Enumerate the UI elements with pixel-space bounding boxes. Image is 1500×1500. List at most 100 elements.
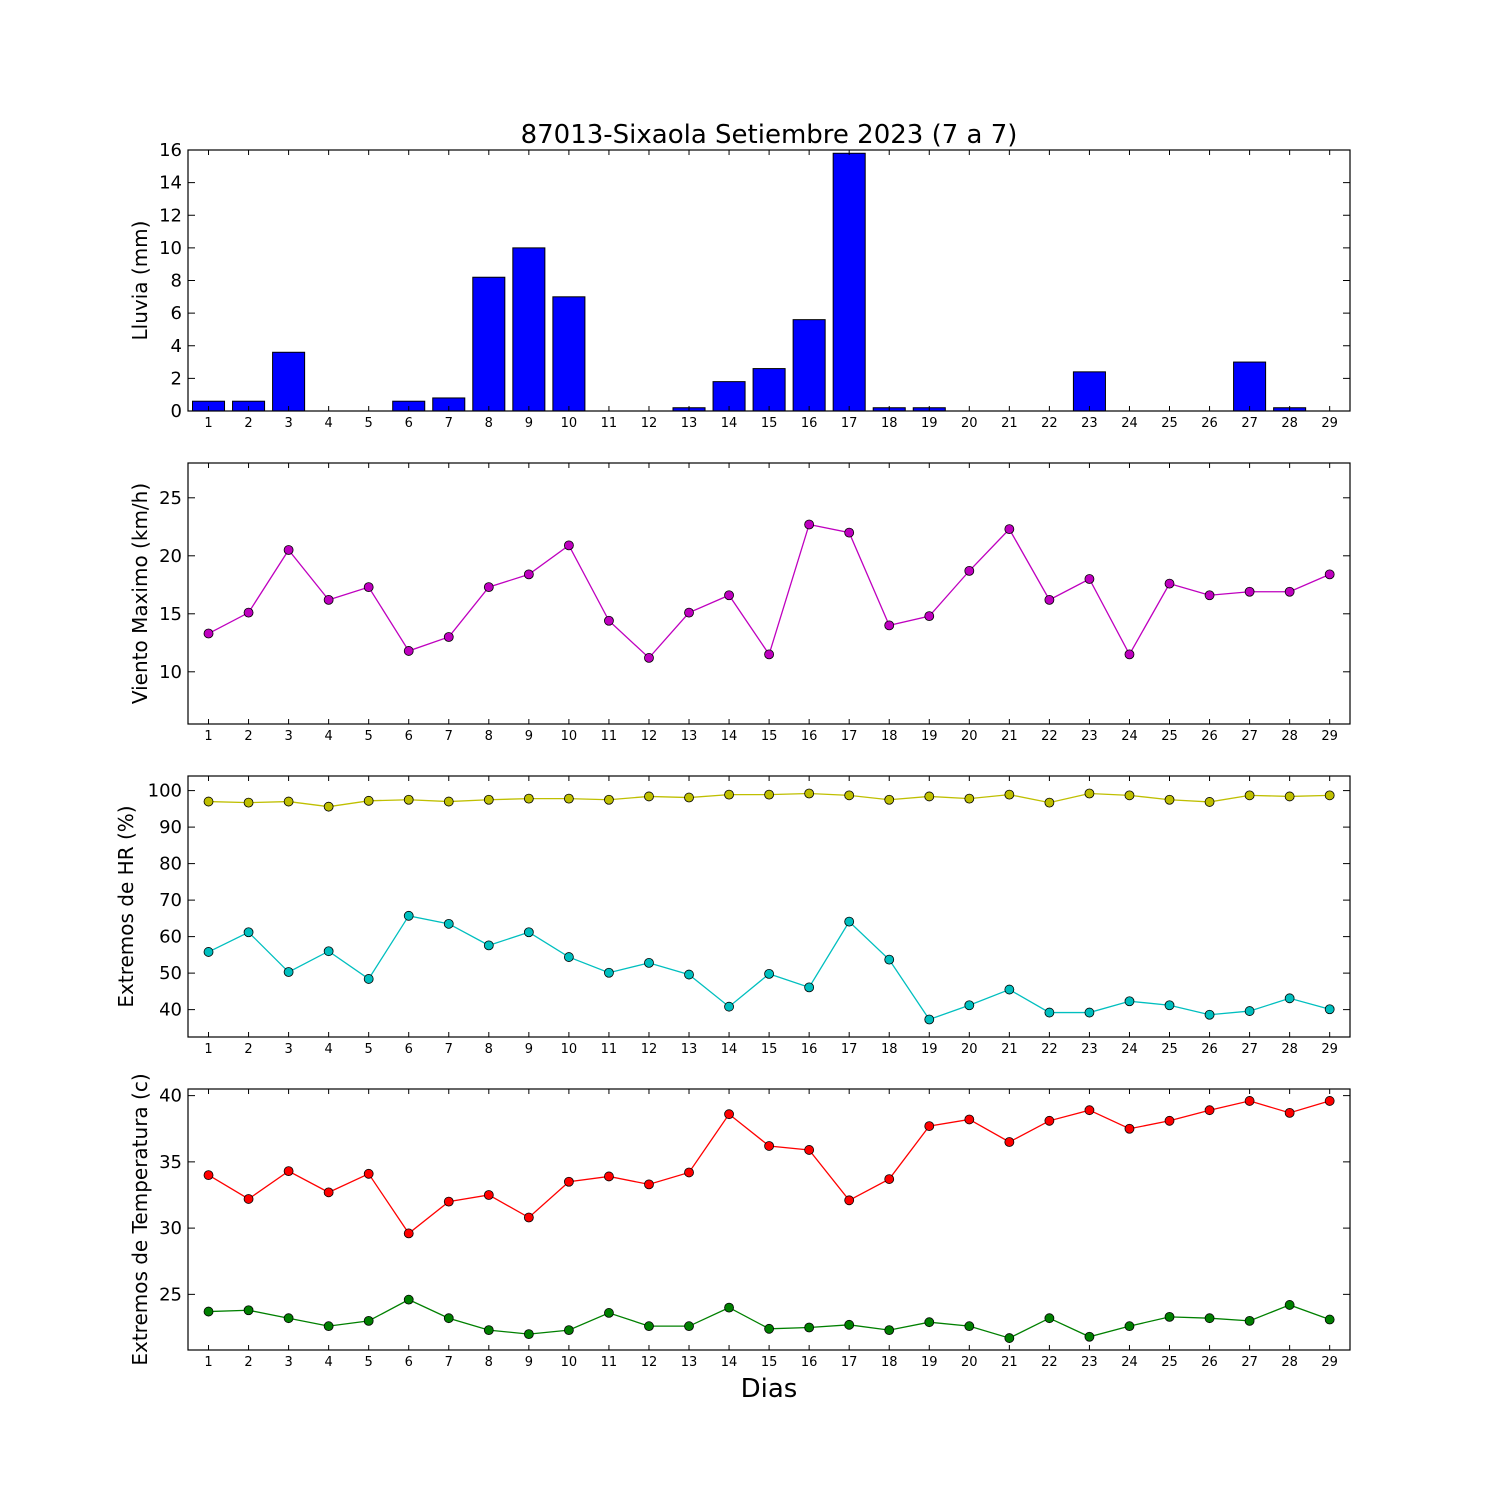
data-point [724,789,734,800]
x-tick-label: 4 [325,1042,333,1057]
data-point [443,796,454,807]
x-axis-label: Dias [741,1374,798,1404]
data-point [1204,590,1215,601]
data-point [924,1121,935,1131]
data-point [684,792,694,803]
x-tick-label: 24 [1121,1042,1138,1057]
data-point [764,968,774,979]
y-tick-label: 10 [159,662,182,683]
x-tick-label: 28 [1281,416,1298,431]
x-tick-label: 14 [721,416,738,431]
y-tick-label: 35 [159,1152,182,1173]
data-point [1164,1311,1175,1322]
data-point [1044,1313,1055,1324]
data-point [403,1294,414,1305]
y-axis-label: Viento Maximo (km/h) [128,483,152,704]
panel-1: 1 2 3 4 5 6 7 8 9 10 11 12 13 14 15 16 17 18 19 20 21 22 23 24 2… [128,140,1351,431]
data-point [363,582,374,593]
x-tick-label: 22 [1041,1042,1058,1057]
bar [512,247,546,412]
x-tick-label: 17 [841,1042,858,1057]
data-point [804,1322,815,1333]
data-point [644,1179,654,1190]
x-tick-label: 6 [405,729,413,744]
x-tick-label: 3 [284,416,292,431]
y-tick-label: 80 [159,854,182,875]
y-tick-label: 14 [159,173,182,194]
data-point [523,569,534,580]
data-point [1284,1300,1295,1310]
data-point [403,1228,414,1239]
x-tick-label: 5 [365,416,373,431]
bar [1072,371,1106,412]
data-point [604,967,614,978]
y-tick-label: 40 [159,1086,182,1107]
data-point [964,565,975,576]
x-tick-label: 7 [445,416,453,431]
x-tick-label: 12 [641,729,658,744]
data-point [964,793,975,804]
x-tick-label: 23 [1081,1355,1098,1370]
data-point [1164,578,1175,589]
x-tick-label: 20 [961,729,978,744]
data-point [724,590,734,601]
data-point [363,1315,374,1326]
data-point [1124,1321,1135,1332]
x-tick-label: 18 [881,1355,898,1370]
x-tick-label: 29 [1321,729,1338,744]
data-point [1004,1333,1015,1343]
data-point [363,974,374,984]
x-tick-label: 21 [1001,1042,1018,1057]
x-tick-label: 15 [761,1355,778,1370]
panel-4: 1 2 3 4 5 6 7 8 9 10 11 12 13 14 15 16 17 18 19 20 21 22 23 24 2… [128,1073,1351,1370]
data-point [283,1166,294,1177]
y-tick-label: 8 [171,271,182,292]
x-tick-label: 4 [325,416,333,431]
x-tick-label: 17 [841,416,858,431]
data-point [443,632,454,642]
data-point [1324,1004,1335,1015]
x-tick-label: 22 [1041,729,1058,744]
data-point [243,797,254,808]
data-point [563,1325,574,1336]
data-point [1004,524,1015,535]
data-point [1324,790,1335,801]
x-tick-label: 23 [1081,1042,1098,1057]
x-tick-label: 11 [601,1042,618,1057]
data-point [1044,1007,1055,1018]
y-tick-label: 4 [171,336,182,357]
x-tick-label: 22 [1041,1355,1058,1370]
x-tick-label: 11 [601,416,618,431]
y-tick-label: 15 [159,604,182,625]
x-tick-label: 18 [881,729,898,744]
x-tick-label: 29 [1321,1355,1338,1370]
x-tick-label: 23 [1081,729,1098,744]
data-point [1164,1115,1175,1126]
data-point [243,1194,254,1204]
x-tick-label: 2 [244,729,252,744]
x-tick-label: 28 [1281,1042,1298,1057]
data-point [1244,586,1255,597]
data-point [1324,1314,1335,1325]
data-point [604,1308,614,1318]
data-point [1204,1105,1215,1116]
data-point [203,1170,214,1181]
data-point [804,1145,815,1155]
data-point [323,594,334,605]
x-tick-label: 11 [601,729,618,744]
x-tick-label: 21 [1001,416,1018,431]
y-tick-label: 60 [159,927,182,948]
data-point [684,1167,694,1178]
x-tick-label: 9 [525,1042,533,1057]
data-point [844,527,855,538]
x-tick-label: 26 [1201,1355,1218,1370]
data-point [563,540,574,551]
x-tick-label: 4 [325,1355,333,1370]
data-point [363,795,374,806]
x-tick-label: 26 [1201,1042,1218,1057]
data-point [1284,586,1295,597]
x-tick-label: 3 [284,1355,292,1370]
data-point [1244,790,1255,801]
data-point [283,967,294,977]
data-point [483,1325,494,1336]
